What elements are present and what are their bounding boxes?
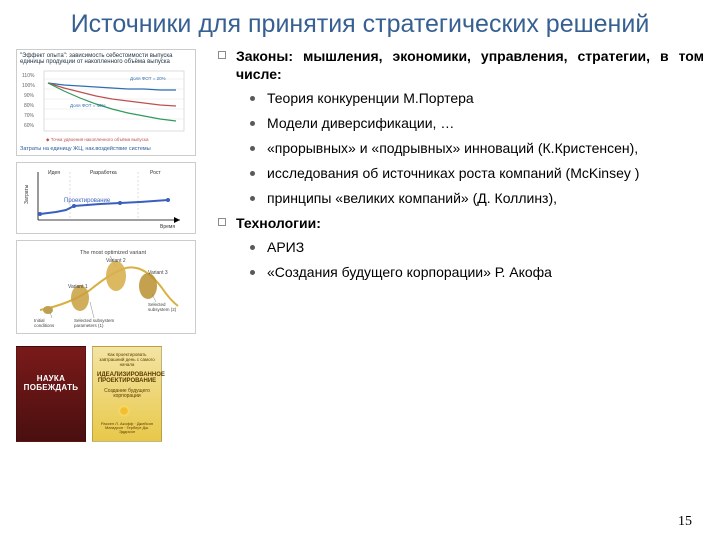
dot-marker-icon [250, 196, 255, 201]
thumb-lifecycle: Затраты Время Идея Разработка Рост Проек… [16, 162, 196, 234]
dot-marker-icon [250, 96, 255, 101]
svg-text:Идея: Идея [48, 170, 60, 176]
svg-text:subsystem (2): subsystem (2) [148, 307, 177, 312]
book2-title: ИДЕАЛИЗИРОВАННОЕ ПРОЕКТИРОВАНИЕ [97, 372, 157, 385]
law-item-0: Теория конкуренции М.Портера [267, 89, 704, 108]
heading-laws-text: Законы: мышления, экономики, управления,… [236, 47, 704, 83]
list-item: Теория конкуренции М.Портера [250, 89, 704, 108]
page-title: Источники для принятия стратегических ре… [0, 0, 720, 45]
svg-text:Доля ФОТ = 20%: Доля ФОТ = 20% [130, 76, 166, 81]
dot-marker-icon [250, 270, 255, 275]
list-item: исследования об источниках роста компани… [250, 164, 704, 183]
list-item: принципы «великих компаний» (Д. Коллинз)… [250, 189, 704, 208]
svg-text:Variant 2: Variant 2 [106, 258, 126, 264]
chart-optimization: The most optimized variant Variant 1 Var… [20, 244, 188, 330]
book2-authors: Рассел Л. Акофф · Джейсон Магидсон · Гер… [97, 422, 157, 435]
thumb-optimization: The most optimized variant Variant 1 Var… [16, 240, 196, 334]
heading-tech: Технологии: [218, 214, 704, 232]
law-item-1: Модели диверсификации, … [267, 114, 704, 133]
list-item: АРИЗ [250, 238, 704, 257]
square-marker-icon [218, 51, 226, 59]
svg-text:Variant 3: Variant 3 [148, 270, 168, 276]
svg-text:Время: Время [160, 224, 175, 230]
svg-text:Variant 1: Variant 1 [68, 284, 88, 290]
heading-tech-text: Технологии: [236, 214, 704, 232]
svg-text:Затраты: Затраты [24, 184, 30, 204]
chart-lifecycle: Затраты Время Идея Разработка Рост Проек… [20, 166, 188, 230]
thumb2-annotation: Проектирование [64, 198, 111, 204]
svg-text:◆ Точка удвоения накопленного: ◆ Точка удвоения накопленного объёма вып… [46, 137, 149, 142]
square-marker-icon [218, 218, 226, 226]
chart-experience-curve: 110% 100% 90% 80% 70% 60% Доля ФОТ = 20%… [20, 67, 188, 145]
thumb1-title: "Эффект опыта": зависимость себестоимост… [20, 53, 192, 65]
heading-laws: Законы: мышления, экономики, управления,… [218, 47, 704, 83]
dot-marker-icon [250, 146, 255, 151]
dot-marker-icon [250, 171, 255, 176]
list-item: Модели диверсификации, … [250, 114, 704, 133]
svg-text:90%: 90% [24, 93, 35, 99]
book-row: НАУКА ПОБЕЖДАТЬ Как проектировать завтра… [16, 346, 196, 442]
book-science-to-win: НАУКА ПОБЕЖДАТЬ [16, 346, 86, 442]
book2-art [97, 404, 151, 418]
right-column: Законы: мышления, экономики, управления,… [196, 45, 704, 442]
book2-subtitle: Создание будущего корпорации [97, 389, 157, 400]
page-number: 15 [678, 514, 692, 530]
svg-text:conditions: conditions [34, 323, 55, 328]
law-item-2: «прорывных» и «подрывных» инноваций (К.К… [267, 139, 704, 158]
list-item: «прорывных» и «подрывных» инноваций (К.К… [250, 139, 704, 158]
book1-title: НАУКА ПОБЕЖДАТЬ [21, 375, 81, 393]
dot-marker-icon [250, 245, 255, 250]
svg-text:100%: 100% [22, 83, 35, 89]
book2-pre: Как проектировать завтрашний день с само… [97, 353, 157, 368]
main-content: "Эффект опыта": зависимость себестоимост… [0, 45, 720, 442]
tech-item-1: «Создания будущего корпорации» Р. Акофа [267, 263, 704, 282]
law-item-3: исследования об источниках роста компани… [267, 164, 704, 183]
svg-text:110%: 110% [22, 73, 35, 79]
svg-text:Разработка: Разработка [90, 170, 117, 176]
list-item: «Создания будущего корпорации» Р. Акофа [250, 263, 704, 282]
law-item-4: принципы «великих компаний» (Д. Коллинз)… [267, 189, 704, 208]
tech-item-0: АРИЗ [267, 238, 704, 257]
dot-marker-icon [250, 121, 255, 126]
svg-text:The most optimized variant: The most optimized variant [80, 250, 146, 256]
svg-text:60%: 60% [24, 123, 35, 129]
thumb1-xlabel: Затраты на единицу ЖЦ, нак.воздействие с… [20, 146, 192, 152]
svg-text:70%: 70% [24, 113, 35, 119]
svg-text:80%: 80% [24, 103, 35, 109]
left-column: "Эффект опыта": зависимость себестоимост… [16, 45, 196, 442]
thumb-experience-curve: "Эффект опыта": зависимость себестоимост… [16, 49, 196, 156]
svg-text:parameters (1): parameters (1) [74, 323, 104, 328]
svg-text:Доля ФОТ = 40%: Доля ФОТ = 40% [70, 103, 106, 108]
book-idealized-design: Как проектировать завтрашний день с само… [92, 346, 162, 442]
svg-text:Рост: Рост [150, 170, 161, 176]
